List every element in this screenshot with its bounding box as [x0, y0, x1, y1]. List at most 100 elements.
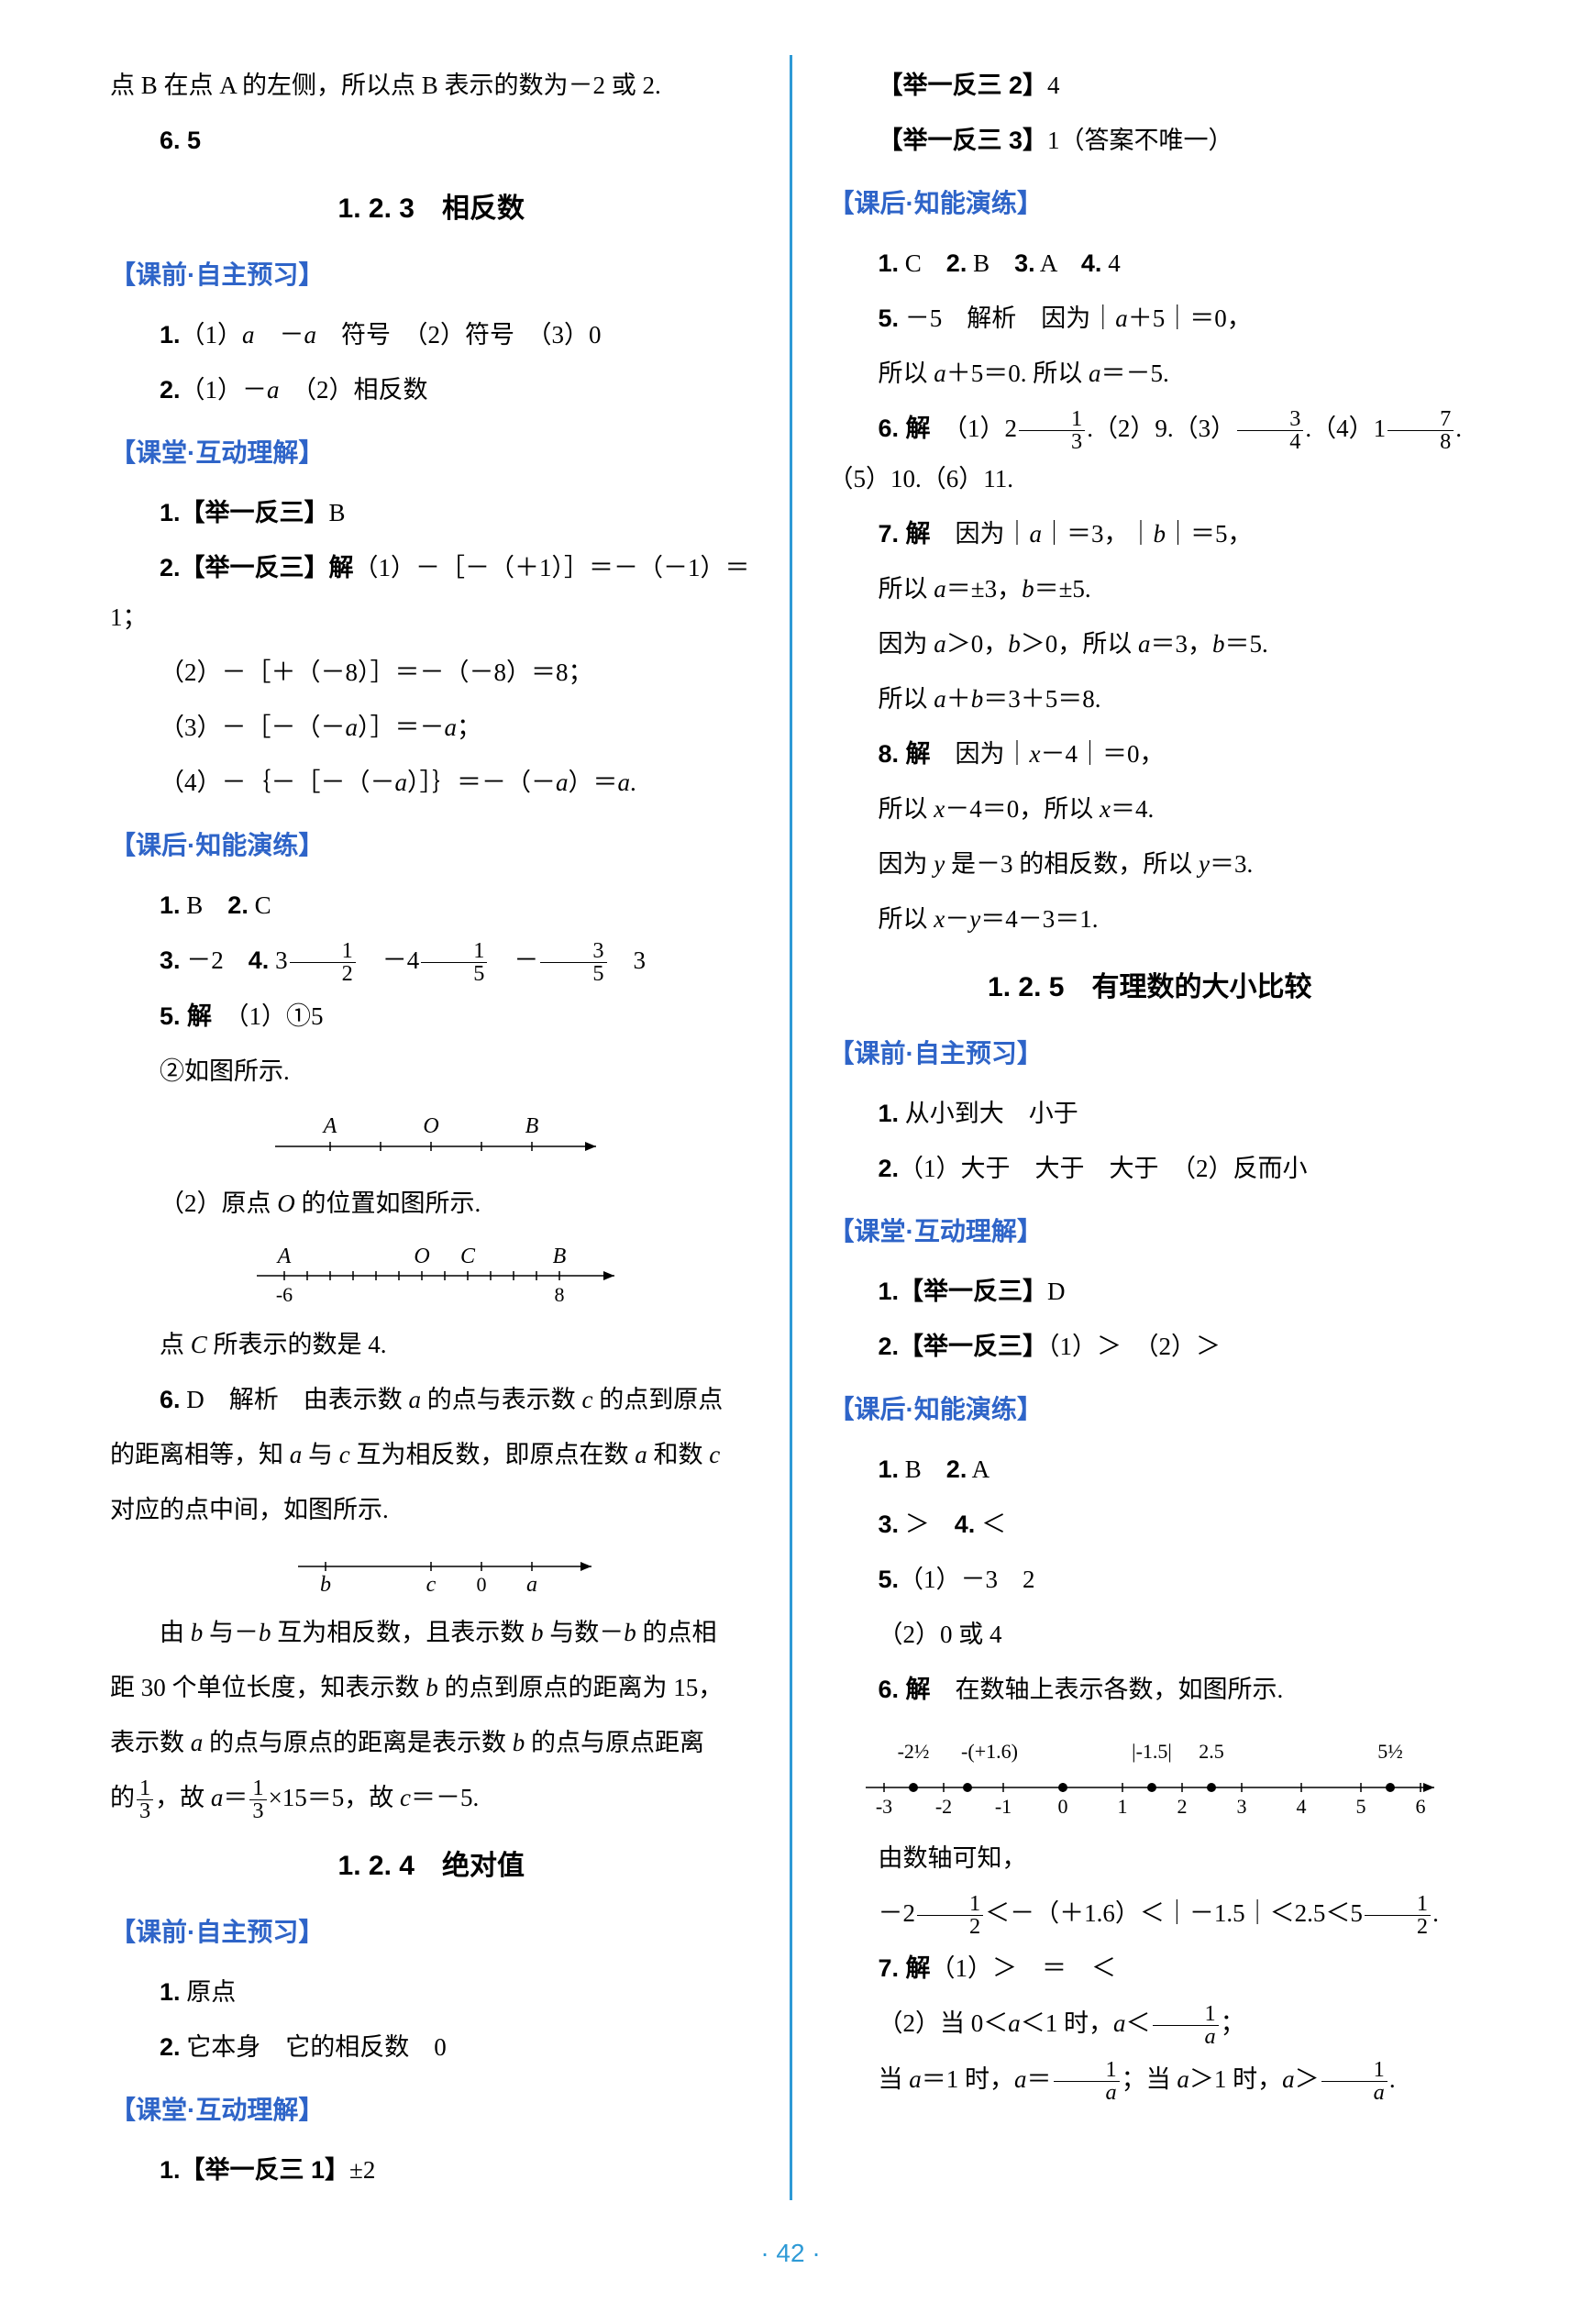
text: 2.（1）大于 大于 大于 （2）反而小: [829, 1144, 1472, 1193]
text: 1.1.（1）a －a 符号 （2）符号 （3）0（1）a －a 符号 （2）符…: [110, 310, 753, 360]
svg-text:8: 8: [555, 1283, 565, 1306]
text: 6. 5: [110, 116, 753, 165]
svg-text:A: A: [322, 1114, 337, 1138]
text: 1. 原点: [110, 1967, 753, 2017]
page-columns: 点 B 在点 A 的左侧，所以点 B 表示的数为－2 或 2. 6. 5 1. …: [83, 55, 1498, 2200]
svg-text:c: c: [426, 1573, 437, 1597]
svg-text:O: O: [415, 1245, 430, 1268]
svg-text:C: C: [460, 1245, 476, 1268]
svg-text:0: 0: [477, 1573, 487, 1596]
svg-text:B: B: [553, 1245, 567, 1268]
svg-text:6: 6: [1415, 1795, 1425, 1818]
svg-text:2: 2: [1177, 1795, 1187, 1818]
number-line-4: -3 -2 -1 0 1 2 3 4 5 6 -2½ -(+1.6) |-1.5…: [829, 1723, 1471, 1824]
number-line-3: b c 0 a: [225, 1544, 637, 1599]
svg-text:a: a: [526, 1573, 537, 1597]
text: 由 b 与－b 互为相反数，且表示数 b 与数－b 的点相: [110, 1608, 753, 1657]
text: 6. 解 （1）213.（2）9.（3）34.（4）178.（5）10.（6）1…: [829, 404, 1472, 504]
sub-header-after: 【课后·知能演练】: [110, 820, 753, 871]
svg-text:0: 0: [1057, 1795, 1067, 1818]
text: 2. 它本身 它的相反数 0: [110, 2022, 753, 2072]
text: 距 30 个单位长度，知表示数 b 的点到原点的距离为 15，: [110, 1663, 753, 1712]
text: 7. 解 因为｜a｜＝3，｜b｜＝5，: [829, 509, 1472, 559]
text: －212＜－（＋1.6）＜｜－1.5｜＜2.5＜512.: [829, 1888, 1472, 1939]
text: 所以 x－4＝0，所以 x＝4.: [829, 784, 1472, 834]
text: 点 C 所表示的数是 4.: [110, 1320, 753, 1369]
text: 因为 a＞0，b＞0，所以 a＝3，b＝5.: [829, 619, 1472, 669]
sub-header-before-r2: 【课前·自主预习】: [829, 1028, 1472, 1079]
text: 2.【举一反三】解（1）－［－（＋1）］＝－（－1）＝1；: [110, 543, 753, 642]
text: 1. B 2. C: [110, 880, 753, 930]
svg-text:-1: -1: [995, 1795, 1012, 1818]
text: 【举一反三 3】1（答案不唯一）: [829, 116, 1472, 165]
svg-text:B: B: [525, 1114, 539, 1138]
text: 6. D 解析 由表示数 a 的点与表示数 c 的点到原点: [110, 1375, 753, 1424]
svg-text:-6: -6: [276, 1283, 293, 1306]
text: 所以 x－y＝4－3＝1.: [829, 894, 1472, 944]
text: 7. 解（1）＞ ＝ ＜: [829, 1943, 1472, 1993]
sub-header-after-r: 【课后·知能演练】: [829, 178, 1472, 229]
text: 所以 a＋b＝3＋5＝8.: [829, 674, 1472, 724]
svg-text:-2½: -2½: [897, 1740, 929, 1763]
svg-text:b: b: [320, 1573, 331, 1597]
section-title-123: 1. 2. 3 相反数: [110, 182, 753, 237]
text: （2）－［＋（－8）］＝－（－8）＝8；: [110, 647, 753, 697]
svg-text:2.5: 2.5: [1199, 1740, 1224, 1763]
section-title-125: 1. 2. 5 有理数的大小比较: [829, 960, 1472, 1015]
text: 1. C 2. B 3. A 4. 4: [829, 238, 1472, 288]
text: 1. B 2. A: [829, 1444, 1472, 1494]
text: 8. 解 因为｜x－4｜＝0，: [829, 729, 1472, 779]
left-column: 点 B 在点 A 的左侧，所以点 B 表示的数为－2 或 2. 6. 5 1. …: [83, 55, 790, 2200]
svg-text:-(+1.6): -(+1.6): [961, 1740, 1018, 1763]
sub-header-class: 【课堂·互动理解】: [110, 427, 753, 479]
text: 6. 解 在数轴上表示各数，如图所示.: [829, 1665, 1472, 1714]
text: 所以 a＋5＝0. 所以 a＝－5.: [829, 349, 1472, 398]
svg-text:5½: 5½: [1377, 1740, 1403, 1763]
number-line-1: A O B: [211, 1105, 651, 1169]
number-line-2: A O C B -6 8: [202, 1237, 660, 1311]
page-number: · 42 ·: [83, 2228, 1498, 2279]
text: 对应的点中间，如图所示.: [110, 1485, 753, 1534]
svg-text:-2: -2: [935, 1795, 952, 1818]
text: 表示数 a 的点与原点的距离是表示数 b 的点与原点距离: [110, 1718, 753, 1767]
text: 1.【举一反三】B: [110, 488, 753, 537]
svg-text:3: 3: [1236, 1795, 1246, 1818]
text: 【举一反三 2】4: [829, 61, 1472, 110]
text: 因为 y 是－3 的相反数，所以 y＝3.: [829, 839, 1472, 889]
text: 3. ＞ 4. ＜: [829, 1500, 1472, 1549]
svg-text:A: A: [276, 1245, 292, 1268]
sub-header-class-r2: 【课堂·互动理解】: [829, 1206, 1472, 1257]
text: 1.【举一反三】D: [829, 1267, 1472, 1316]
item-number: 6. 5: [160, 127, 201, 154]
text: （3）－［－（－a）］＝－a；: [110, 703, 753, 752]
text: ②如图所示.: [110, 1046, 753, 1096]
text: 5. 解 （1）①5: [110, 991, 753, 1041]
svg-text:1: 1: [1117, 1795, 1127, 1818]
text: 点 B 在点 A 的左侧，所以点 B 表示的数为－2 或 2.: [110, 61, 753, 110]
text: 3. －2 4. 312 －415 －35 3: [110, 935, 753, 986]
text: 5.（1）－3 2: [829, 1555, 1472, 1604]
svg-text:O: O: [424, 1114, 439, 1138]
text: 1. 从小到大 小于: [829, 1089, 1472, 1138]
text: 2.【举一反三】（1）＞ （2）＞: [829, 1322, 1472, 1371]
text: 当 a＝1 时，a＝1a；当 a＞1 时，a＞1a.: [829, 2054, 1472, 2105]
sub-header-before-2: 【课前·自主预习】: [110, 1907, 753, 1958]
right-column: 【举一反三 2】4 【举一反三 3】1（答案不唯一） 【课后·知能演练】 1. …: [792, 55, 1499, 2200]
text: 所以 a＝±3，b＝±5.: [829, 564, 1472, 614]
text: （2）当 0＜a＜1 时，a＜1a；: [829, 1998, 1472, 2049]
sub-header-before: 【课前·自主预习】: [110, 249, 753, 301]
svg-text:5: 5: [1355, 1795, 1365, 1818]
svg-text:-3: -3: [876, 1795, 892, 1818]
text: 5. －5 解析 因为｜a＋5｜＝0，: [829, 293, 1472, 343]
svg-text:4: 4: [1296, 1795, 1306, 1818]
svg-text:|-1.5|: |-1.5|: [1132, 1740, 1172, 1763]
text: 1.【举一反三 1】±2: [110, 2145, 753, 2195]
text: 的13，故 a＝13×15＝5，故 c＝－5.: [110, 1773, 753, 1823]
text: 由数轴可知，: [829, 1833, 1472, 1883]
text: 的距离相等，知 a 与 c 互为相反数，即原点在数 a 和数 c: [110, 1430, 753, 1479]
text: 2.（1）－a （2）相反数: [110, 365, 753, 415]
sub-header-class-2: 【课堂·互动理解】: [110, 2085, 753, 2136]
sub-header-after-r2: 【课后·知能演练】: [829, 1384, 1472, 1435]
text: （2）0 或 4: [829, 1610, 1472, 1659]
text: （2）原点 O 的位置如图所示.: [110, 1179, 753, 1228]
